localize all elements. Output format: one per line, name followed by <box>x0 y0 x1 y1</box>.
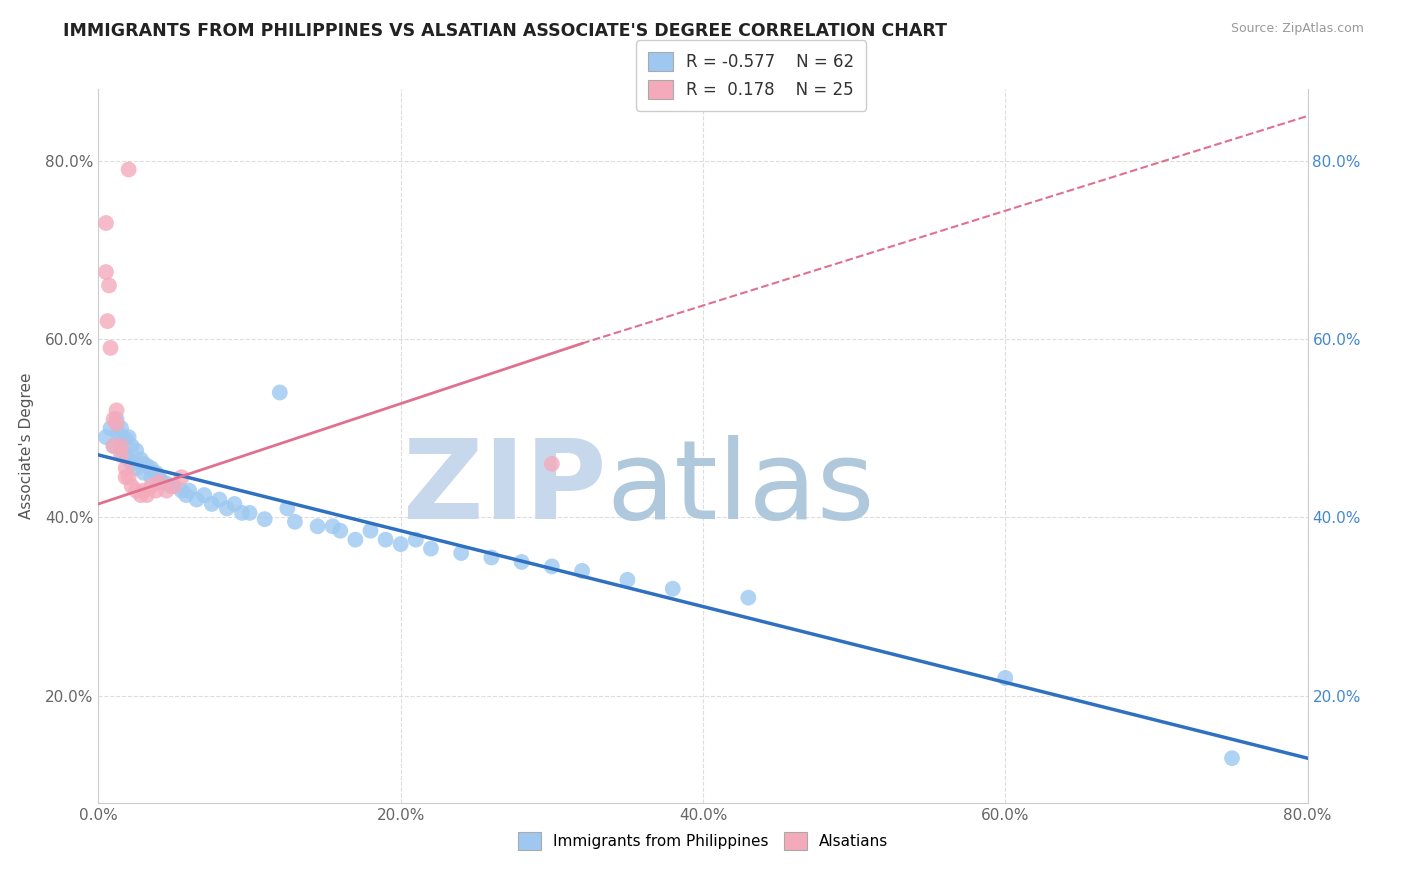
Point <box>121 439 143 453</box>
Point <box>481 550 503 565</box>
Point <box>125 483 148 498</box>
Point <box>284 515 307 529</box>
Point <box>374 533 396 547</box>
Point <box>96 314 118 328</box>
Point <box>110 448 132 462</box>
Point <box>132 483 155 498</box>
Point <box>125 443 148 458</box>
Point <box>616 573 638 587</box>
Point <box>110 443 132 458</box>
Point <box>103 439 125 453</box>
Point <box>94 430 117 444</box>
Point <box>100 341 122 355</box>
Point <box>148 470 170 484</box>
Point <box>170 483 193 498</box>
Point <box>163 479 186 493</box>
Point <box>132 457 155 471</box>
Point <box>155 483 177 498</box>
Text: ZIP: ZIP <box>404 435 606 542</box>
Point <box>253 512 276 526</box>
Point <box>103 412 125 426</box>
Point <box>170 470 193 484</box>
Legend: Immigrants from Philippines, Alsatians: Immigrants from Philippines, Alsatians <box>512 826 894 855</box>
Point <box>135 458 157 473</box>
Point <box>215 501 238 516</box>
Point <box>420 541 443 556</box>
Point <box>141 479 163 493</box>
Point <box>114 470 136 484</box>
Point <box>186 492 208 507</box>
Point <box>994 671 1017 685</box>
Point <box>510 555 533 569</box>
Point <box>344 533 367 547</box>
Point <box>129 488 152 502</box>
Point <box>389 537 412 551</box>
Point <box>571 564 593 578</box>
Point <box>269 385 291 400</box>
Point <box>118 452 141 467</box>
Point <box>98 278 121 293</box>
Point <box>129 452 152 467</box>
Point <box>150 475 173 489</box>
Point <box>224 497 246 511</box>
Point <box>114 461 136 475</box>
Point <box>540 559 562 574</box>
Point <box>110 439 132 453</box>
Point <box>193 488 215 502</box>
Point <box>125 461 148 475</box>
Point <box>110 421 132 435</box>
Point <box>100 421 122 435</box>
Point <box>94 216 117 230</box>
Point <box>132 466 155 480</box>
Point <box>661 582 683 596</box>
Point <box>163 479 186 493</box>
Point <box>105 417 128 431</box>
Point <box>141 461 163 475</box>
Point <box>360 524 382 538</box>
Point <box>174 488 197 502</box>
Point <box>114 448 136 462</box>
Point <box>322 519 344 533</box>
Point <box>110 430 132 444</box>
Point <box>737 591 759 605</box>
Point <box>118 470 141 484</box>
Point <box>329 524 352 538</box>
Point <box>121 479 143 493</box>
Point <box>94 265 117 279</box>
Point <box>276 501 298 516</box>
Point <box>160 479 183 493</box>
Point <box>141 470 163 484</box>
Point <box>450 546 472 560</box>
Point <box>103 439 125 453</box>
Point <box>145 483 167 498</box>
Point <box>121 457 143 471</box>
Point <box>118 162 141 177</box>
Point <box>239 506 262 520</box>
Point <box>135 488 157 502</box>
Point <box>179 483 201 498</box>
Point <box>118 430 141 444</box>
Point <box>105 403 128 417</box>
Text: Source: ZipAtlas.com: Source: ZipAtlas.com <box>1230 22 1364 36</box>
Point <box>114 432 136 446</box>
Point <box>155 476 177 491</box>
Point <box>540 457 562 471</box>
Text: atlas: atlas <box>606 435 875 542</box>
Y-axis label: Associate's Degree: Associate's Degree <box>18 373 34 519</box>
Point <box>231 506 253 520</box>
Point <box>307 519 329 533</box>
Point <box>107 425 129 440</box>
Point <box>145 466 167 480</box>
Text: IMMIGRANTS FROM PHILIPPINES VS ALSATIAN ASSOCIATE'S DEGREE CORRELATION CHART: IMMIGRANTS FROM PHILIPPINES VS ALSATIAN … <box>63 22 948 40</box>
Point <box>1220 751 1243 765</box>
Point <box>201 497 224 511</box>
Point <box>208 492 231 507</box>
Point <box>405 533 427 547</box>
Point <box>105 412 128 426</box>
Point <box>148 475 170 489</box>
